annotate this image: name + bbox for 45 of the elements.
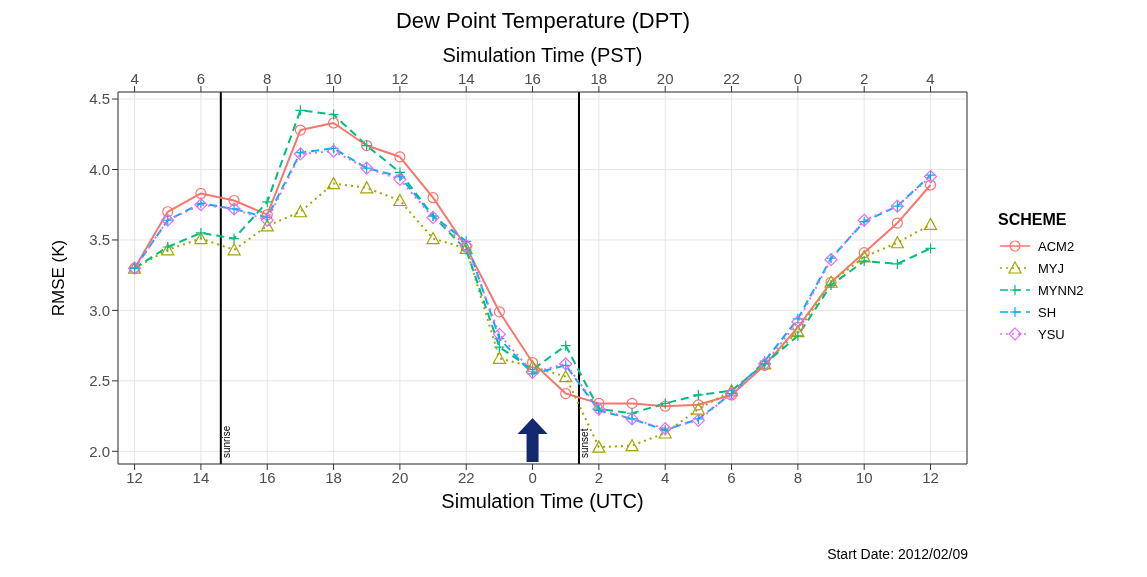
legend-label: MYNN2 — [1038, 282, 1084, 298]
ref-line-label: sunrise — [220, 425, 232, 458]
x-tick-label: 20 — [391, 468, 409, 486]
x2-tick-label: 16 — [524, 70, 541, 87]
x-tick-label: 22 — [457, 468, 475, 486]
x-tick-label: 18 — [325, 468, 342, 486]
x-tick-label: 16 — [258, 468, 276, 486]
legend-title: SCHEME — [998, 211, 1068, 229]
x-tick-label: 8 — [793, 468, 803, 486]
y-tick-label: 4.5 — [89, 90, 110, 108]
x2-axis-title: Simulation Time (PST) — [442, 44, 643, 67]
legend-label: YSU — [1038, 326, 1065, 342]
y-axis-title: RMSE (K) — [49, 239, 69, 317]
x2-tick-label: 2 — [860, 70, 869, 87]
ref-line-label: sunset — [578, 428, 590, 458]
legend-label: SH — [1038, 304, 1057, 320]
x-tick-label: 6 — [727, 468, 736, 486]
x2-tick-label: 4 — [926, 70, 935, 87]
x2-tick-label: 8 — [263, 70, 272, 87]
x2-tick-label: 18 — [590, 70, 608, 87]
x2-tick-label: 12 — [391, 70, 409, 87]
text: Start Date: 2012/02/09 — [827, 546, 968, 562]
x-tick-label: 10 — [855, 468, 873, 486]
x2-tick-label: 14 — [457, 70, 475, 87]
legend-label: ACM2 — [1038, 238, 1075, 254]
x-axis-title: Simulation Time (UTC) — [441, 490, 644, 512]
legend-label: MYJ — [1038, 260, 1064, 276]
chart-title: Dew Point Temperature (DPT) — [394, 8, 692, 34]
x2-tick-label: 10 — [325, 70, 342, 87]
x-tick-label: 0 — [528, 468, 537, 486]
x2-tick-label: 6 — [196, 70, 206, 87]
x2-tick-label: 0 — [793, 70, 803, 87]
x2-tick-label: 20 — [656, 70, 674, 87]
y-tick-label: 2.0 — [89, 442, 110, 460]
x-tick-label: 12 — [126, 468, 143, 486]
x-tick-label: 2 — [594, 468, 604, 486]
x2-tick-label: 22 — [723, 70, 740, 87]
x-tick-label: 14 — [192, 468, 210, 486]
x-tick-label: 4 — [661, 468, 670, 486]
x2-tick-label: 4 — [130, 70, 139, 87]
x-tick-label: 12 — [922, 468, 939, 486]
y-tick-label: 3.5 — [89, 231, 110, 249]
y-tick-label: 4.0 — [89, 160, 110, 178]
y-tick-label: 2.5 — [89, 372, 110, 390]
y-tick-label: 3.0 — [89, 301, 110, 319]
